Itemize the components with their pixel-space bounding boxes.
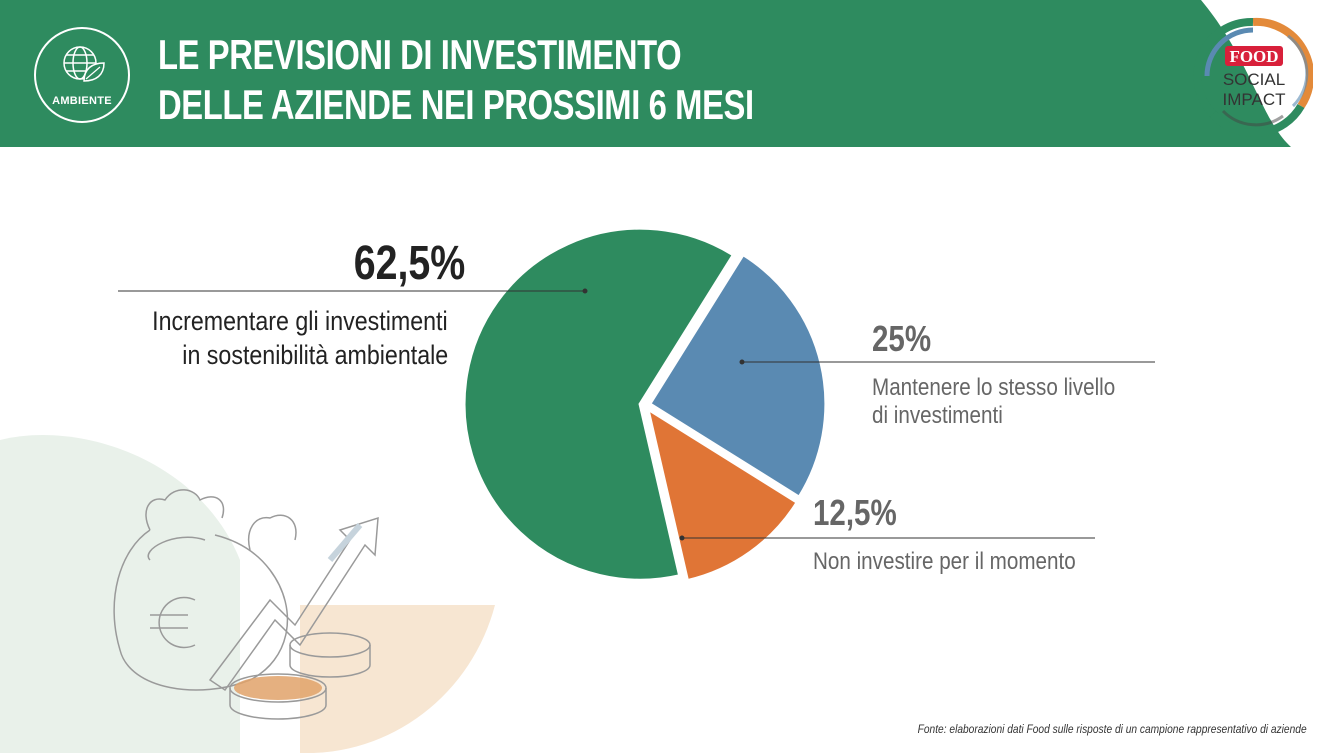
orange-desc-line-1: Non investire per il momento (813, 548, 1076, 575)
blue-desc-line-2: di investimenti (872, 402, 1003, 429)
logo-social-text: SOCIAL (1223, 70, 1285, 89)
title-line-2: DELLE AZIENDE NEI PROSSIMI 6 MESI (158, 81, 754, 128)
header-swoosh (1201, 0, 1341, 147)
ambiente-badge: AMBIENTE (34, 27, 130, 123)
blue-desc-line-1: Mantenere lo stesso livello (872, 374, 1116, 401)
green-desc-line-2: in sostenibilità ambientale (182, 340, 448, 370)
pie-slice-blue (647, 252, 828, 500)
leader-dot-orange (679, 535, 685, 541)
leader-lines (118, 288, 1155, 541)
green-percent-label: 62,5% (353, 237, 466, 290)
header-banner: AMBIENTE LE PREVISIONI DI INVESTIMENTO D… (0, 0, 1341, 147)
food-social-impact-logo: FOOD SOCIAL IMPACT (1193, 17, 1313, 138)
logo-food-text: FOOD (1229, 47, 1278, 66)
green-desc-line-1: Incrementare gli investimenti (152, 306, 448, 336)
pie-slice-green (462, 226, 736, 582)
source-note: Fonte: elaborazioni dati Food sulle risp… (918, 722, 1307, 736)
orange-percent-label: 12,5% (813, 492, 897, 533)
title-line-1: LE PREVISIONI DI INVESTIMENTO (158, 31, 682, 78)
money-illustration (0, 435, 495, 753)
blue-percent-label: 25% (872, 318, 932, 359)
globe-leaf-icon (63, 46, 105, 82)
leader-dot-green (582, 288, 588, 294)
page-title: LE PREVISIONI DI INVESTIMENTO DELLE AZIE… (158, 30, 754, 130)
badge-label: AMBIENTE (52, 95, 112, 107)
pie-slices (462, 226, 828, 583)
logo-impact-text: IMPACT (1223, 90, 1286, 109)
leader-dot-blue (739, 359, 745, 365)
